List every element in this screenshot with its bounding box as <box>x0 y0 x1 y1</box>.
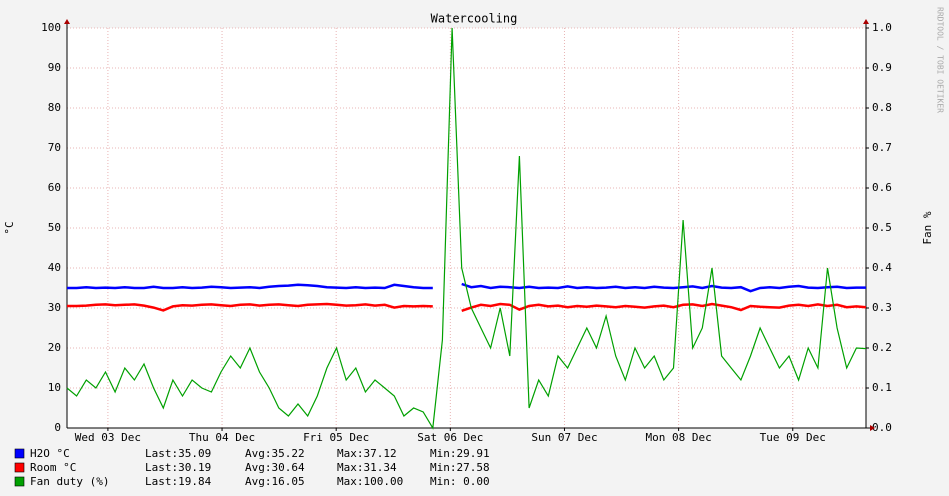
y-tick-label: 50 <box>48 221 61 234</box>
y-tick-label: 20 <box>48 341 61 354</box>
y-tick-label: 30 <box>48 301 61 314</box>
legend-label: Fan duty (%) <box>30 475 109 488</box>
y2-tick-label: 0.2 <box>872 341 892 354</box>
axis-arrow <box>863 19 869 24</box>
y-tick-label: 90 <box>48 61 61 74</box>
legend-label: Room °C <box>30 461 76 474</box>
legend-swatch <box>14 462 25 473</box>
y2-tick-label: 0.4 <box>872 261 892 274</box>
legend-stat: Max:37.12 <box>337 447 397 460</box>
watermark: RRDTOOL / TOBI OETIKER <box>936 7 945 113</box>
y2-tick-label: 0.0 <box>872 421 892 434</box>
y2-tick-label: 0.7 <box>872 141 892 154</box>
legend-stat: Min:27.58 <box>430 461 490 474</box>
legend-stat: Last:19.84 <box>145 475 212 488</box>
axis-arrow <box>64 19 70 24</box>
legend-swatch <box>14 476 25 487</box>
y2-tick-label: 0.8 <box>872 101 892 114</box>
x-tick-label: Sat 06 Dec <box>417 431 483 444</box>
y2-tick-label: 0.1 <box>872 381 892 394</box>
axis-arrow <box>870 425 875 431</box>
legend-stat: Min: 0.00 <box>430 475 490 488</box>
legend-stat: Avg:30.64 <box>245 461 305 474</box>
legend-stat: Avg:35.22 <box>245 447 305 460</box>
y-tick-label: 80 <box>48 101 61 114</box>
legend-stat: Max:100.00 <box>337 475 403 488</box>
y2-tick-label: 0.6 <box>872 181 892 194</box>
legend-stat: Last:35.09 <box>145 447 211 460</box>
y-tick-label: 60 <box>48 181 61 194</box>
y-tick-label: 100 <box>41 21 61 34</box>
x-tick-label: Wed 03 Dec <box>75 431 141 444</box>
y2-tick-label: 0.9 <box>872 61 892 74</box>
y2-tick-label: 1.0 <box>872 21 892 34</box>
series-line <box>67 282 866 293</box>
x-tick-label: Sun 07 Dec <box>531 431 597 444</box>
legend-stat: Max:31.34 <box>337 461 397 474</box>
x-tick-label: Mon 08 Dec <box>645 431 711 444</box>
chart-title: Watercooling <box>431 12 518 26</box>
legend-stat: Last:30.19 <box>145 461 211 474</box>
y-tick-label: 40 <box>48 261 61 274</box>
y-tick-label: 0 <box>54 421 61 434</box>
x-tick-label: Tue 09 Dec <box>760 431 826 444</box>
legend-stat: Min:29.91 <box>430 447 490 460</box>
y-tick-label: 10 <box>48 381 61 394</box>
x-tick-label: Fri 05 Dec <box>303 431 369 444</box>
legend-label: H2O °C <box>30 447 70 460</box>
legend-swatch <box>14 448 25 459</box>
x-tick-label: Thu 04 Dec <box>189 431 255 444</box>
series-line <box>67 302 867 312</box>
legend-stat: Avg:16.05 <box>245 475 305 488</box>
y-axis-label: °C <box>3 221 16 234</box>
y-tick-label: 70 <box>48 141 61 154</box>
y2-tick-label: 0.3 <box>872 301 892 314</box>
series-line <box>66 27 867 430</box>
y2-axis-label: Fan % <box>921 211 934 244</box>
y2-tick-label: 0.5 <box>872 221 892 234</box>
